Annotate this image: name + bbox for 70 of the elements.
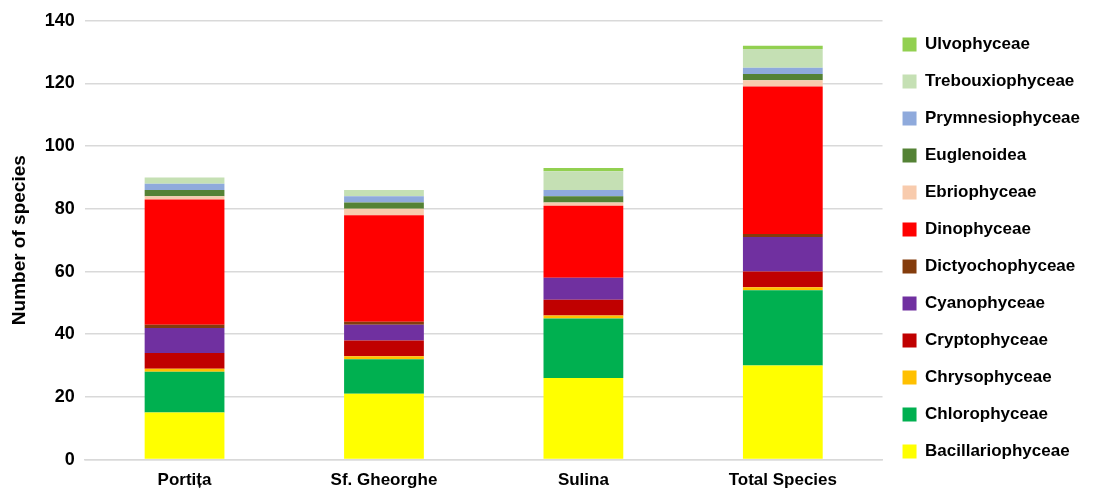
y-tick-label: 140 [44,9,75,30]
bar [144,190,225,197]
bar [543,168,624,172]
bar [144,324,225,328]
legend-label: Euglenoidea [925,145,1027,165]
bar [742,67,823,75]
bar [144,412,225,459]
bar [742,237,823,272]
bar [742,365,823,459]
y-tick-label: 40 [54,323,75,344]
bar [144,353,225,369]
legend-label: Ulvophyceae [925,34,1030,54]
bar [742,287,823,291]
x-tick-label: Portița [157,470,213,490]
bar [144,196,225,200]
bar [144,368,225,372]
bar [742,86,823,234]
bar [144,327,225,354]
y-tick-label: 100 [44,135,75,156]
bar [543,277,624,300]
bar [543,190,624,197]
legend-label: Dictyochophyceae [925,256,1076,276]
legend-label: Ebriophyceae [925,182,1037,202]
bar [543,171,624,191]
bar [742,49,823,68]
bar [742,233,823,238]
bar [344,324,424,341]
bar [344,321,424,325]
y-axis-title: Number of species [7,155,29,326]
legend-label: Trebouxiophyceae [925,71,1075,91]
bar [344,393,424,459]
bar [543,299,624,316]
bar [742,271,823,288]
bar [543,315,624,319]
bar [742,80,823,87]
y-tick-label: 0 [64,448,75,469]
bar [344,196,424,203]
bar [344,215,424,322]
y-tick-label: 60 [54,260,75,281]
bar [742,74,823,81]
bar [742,45,823,50]
bar [344,190,424,197]
legend-label: Cryptophyceae [925,330,1048,350]
bar [543,378,624,459]
bar [144,183,225,191]
x-tick-label: Sulina [557,470,610,490]
bar [344,340,424,357]
bar [144,199,225,325]
y-tick-label: 80 [54,197,75,218]
bar [742,290,823,366]
bar [543,205,624,278]
x-tick-label: Total Species [728,470,837,490]
y-tick-label: 120 [44,72,75,93]
bar [543,202,624,206]
legend-label: Chrysophyceae [925,367,1052,387]
bar [543,318,624,379]
bar [144,177,225,184]
bar [144,371,225,413]
legend-label: Cyanophyceae [925,293,1046,313]
legend-label: Chlorophyceae [925,404,1048,424]
y-tick-label: 20 [54,385,75,406]
bar [543,196,624,203]
legend-label: Dinophyceae [925,219,1031,239]
bar [344,356,424,360]
bar [344,202,424,209]
bar [344,208,424,216]
bar [344,359,424,394]
x-tick-label: Sf. Gheorghe [330,470,438,490]
legend-label: Bacillariophyceae [925,441,1070,461]
legend-label: Prymnesiophyceae [925,108,1080,128]
